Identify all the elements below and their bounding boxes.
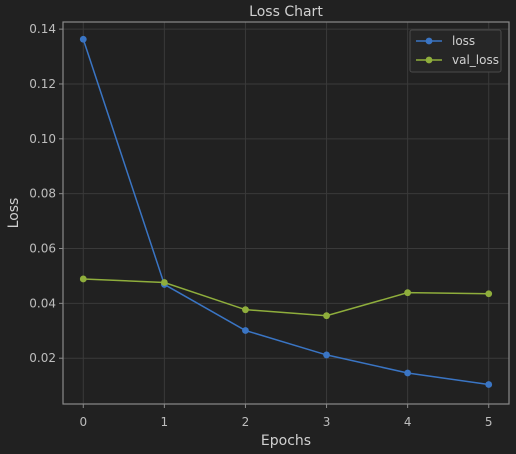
y-tick-label: 0.14: [29, 22, 56, 36]
y-axis-title: Loss: [6, 198, 22, 229]
data-point-val-loss: [485, 290, 492, 297]
y-tick-label: 0.02: [29, 351, 56, 365]
y-tick-label: 0.12: [29, 77, 56, 91]
data-point-loss: [404, 370, 411, 377]
data-point-loss: [323, 352, 330, 359]
y-tick-label: 0.04: [29, 296, 56, 310]
legend-label-loss: loss: [452, 34, 475, 48]
x-axis-title: Epochs: [261, 433, 311, 449]
legend-marker-val-loss: [426, 57, 433, 64]
data-point-val-loss: [404, 289, 411, 296]
data-point-val-loss: [80, 276, 87, 283]
x-tick-label: 4: [404, 415, 412, 429]
y-tick-label: 0.10: [29, 132, 56, 146]
x-tick-label: 2: [242, 415, 250, 429]
x-tick-label: 3: [323, 415, 331, 429]
chart-title: Loss Chart: [249, 4, 323, 20]
data-point-val-loss: [323, 312, 330, 319]
x-tick-label: 5: [485, 415, 493, 429]
legend: loss val_loss: [410, 30, 501, 72]
x-tick-label: 0: [79, 415, 87, 429]
data-point-val-loss: [242, 306, 249, 313]
data-point-loss: [242, 327, 249, 334]
y-tick-label: 0.08: [29, 187, 56, 201]
legend-marker-loss: [426, 38, 433, 45]
data-point-val-loss: [161, 279, 168, 286]
x-tick-label: 1: [161, 415, 169, 429]
data-point-loss: [485, 381, 492, 388]
y-tick-label: 0.06: [29, 242, 56, 256]
legend-label-val-loss: val_loss: [452, 53, 499, 67]
data-point-loss: [80, 36, 87, 43]
